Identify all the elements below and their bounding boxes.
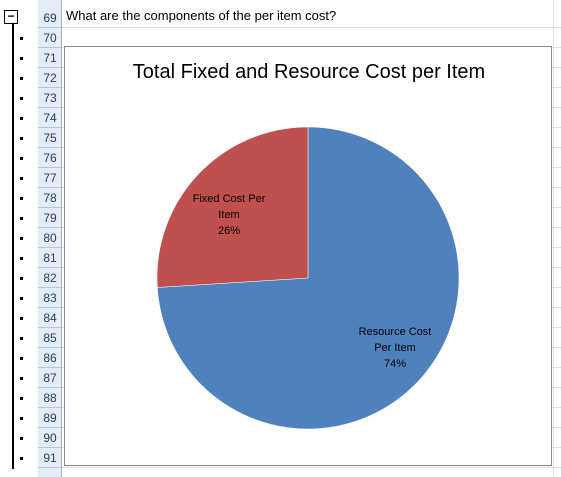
row-header-76[interactable]: 76 [38,148,62,168]
slice-label-label-line2: Per Item [374,342,416,354]
row-header-72[interactable]: 72 [38,68,62,88]
row-header-80[interactable]: 80 [38,228,62,248]
column-divider [553,0,554,477]
row-header-83[interactable]: 83 [38,288,62,308]
question-cell[interactable]: What are the components of the per item … [66,8,337,23]
row-header-74[interactable]: 74 [38,108,62,128]
outline-dot [20,137,23,140]
outline-dot [20,437,23,440]
slice-label-label-line2: Item [218,209,239,221]
slice-label-label-line1: Resource Cost [359,326,432,338]
grid-row [62,28,561,48]
slice-label-percent-label: 74% [384,358,406,370]
row-header-91[interactable]: 91 [38,448,62,468]
row-header-81[interactable]: 81 [38,248,62,268]
row-header-77[interactable]: 77 [38,168,62,188]
pie-chart[interactable]: Total Fixed and Resource Cost per Item R… [64,46,552,466]
outline-dot [20,237,23,240]
outline-dot [20,277,23,280]
outline-dot [20,397,23,400]
pie-slice-1[interactable] [156,126,309,288]
collapse-group-button[interactable]: − [4,10,18,24]
row-header-82[interactable]: 82 [38,268,62,288]
row-header-column: 69 70 71 72 73 74 75 76 77 78 79 80 81 82 83 84 85 86 87 88… [38,0,100,477]
outline-dot [20,157,23,160]
chart-title: Total Fixed and Resource Cost per Item [132,61,486,83]
grid-row [62,8,561,28]
grid-row [62,448,561,468]
row-header-87[interactable]: 87 [38,368,62,388]
row-header-89[interactable]: 89 [38,408,62,428]
row-header-78[interactable]: 78 [38,188,62,208]
row-header-73[interactable]: 73 [38,88,62,108]
outline-dot [20,257,23,260]
outline-dot [20,97,23,100]
outline-dot [20,177,23,180]
row-header-71[interactable]: 71 [38,48,62,68]
outline-dot [20,317,23,320]
row-header-90[interactable]: 90 [38,428,62,448]
outline-dot [20,297,23,300]
outline-dot [20,37,23,40]
row-header-85[interactable]: 85 [38,328,62,348]
row-header-86[interactable]: 86 [38,348,62,368]
outline-dot [20,77,23,80]
slice-label-percent-label: 26% [218,225,240,237]
outline-dot [20,117,23,120]
outline-column: − [0,0,39,477]
row-header-88[interactable]: 88 [38,388,62,408]
outline-dot [20,357,23,360]
slice-label-label-line1: Fixed Cost Per [193,193,266,205]
outline-dot [20,337,23,340]
pie-chart-plot: Resource Cost Per Item 74% Fixed Cost Per It… [156,126,460,430]
outline-dot [20,417,23,420]
row-header-79[interactable]: 79 [38,208,62,228]
outline-dot [20,377,23,380]
row-header-75[interactable]: 75 [38,128,62,148]
row-header-69[interactable]: 69 [38,8,62,28]
row-header-70[interactable]: 70 [38,28,62,48]
outline-dot [20,217,23,220]
outline-dot [20,57,23,60]
outline-dot [20,197,23,200]
row-header-84[interactable]: 84 [38,308,62,328]
outline-bracket [12,17,14,469]
outline-dot [20,457,23,460]
